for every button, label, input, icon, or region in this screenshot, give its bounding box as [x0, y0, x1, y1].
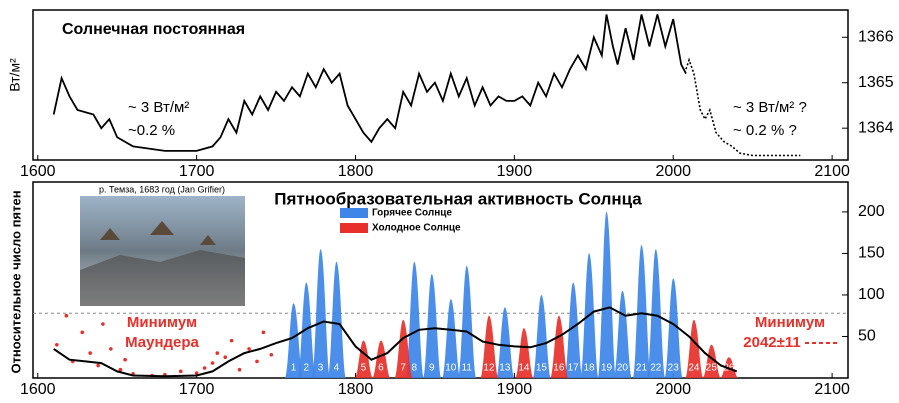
annotation: 2042±11 [743, 334, 800, 351]
x-tick-label: 1700 [179, 163, 215, 180]
annotation: ~ 0.2 % ? [733, 122, 797, 139]
top-y-label: Вт/м² [7, 58, 23, 92]
legend-label: Горячее Солнце [372, 208, 452, 219]
cycle-label: 23 [668, 363, 680, 374]
cycle-label: 16 [553, 363, 565, 374]
scatter-point [109, 347, 113, 351]
x-tick-label: 1800 [338, 381, 374, 398]
x-tick-label: 1700 [179, 381, 215, 398]
x-tick-label: 1800 [338, 163, 374, 180]
y-tick-label: 50 [858, 328, 876, 345]
cycle-label: 15 [536, 363, 548, 374]
bottom-title: Пятнообразовательная активность Солнца [274, 189, 642, 208]
scatter-point [203, 366, 207, 370]
x-tick-label: 2000 [655, 163, 691, 180]
scatter-point [96, 364, 100, 368]
cycle-label: 14 [518, 363, 530, 374]
cycle-label: 8 [412, 363, 418, 374]
cycle-label: 22 [650, 363, 662, 374]
scatter-point [238, 368, 242, 372]
annotation: ~ 3 Вт/м² ? [733, 99, 807, 116]
cycle-label: 5 [361, 363, 367, 374]
image-caption: р. Темза, 1683 год (Jan Grifier) [99, 184, 225, 194]
cycle-label: 3 [318, 363, 324, 374]
cycle-label: 24 [688, 363, 700, 374]
y-tick-label: 1365 [858, 74, 894, 91]
y-tick-label: 200 [858, 203, 885, 220]
top-title: Солнечная постоянная [62, 21, 245, 38]
scatter-point [211, 361, 215, 365]
painting [80, 196, 245, 306]
y-tick-label: 100 [858, 286, 885, 303]
scatter-point [101, 322, 105, 326]
legend-swatch [340, 223, 368, 233]
cycle-peak [328, 262, 346, 378]
cycle-label: 13 [499, 363, 511, 374]
scatter-point [262, 331, 266, 335]
cycle-label: 17 [568, 363, 580, 374]
x-tick-label: 2100 [814, 163, 850, 180]
scatter-point [247, 347, 251, 351]
x-tick-label: 1900 [497, 163, 533, 180]
chart: Солнечная постоянная Вт/м² ~ 3 Вт/м² ~0.… [0, 0, 899, 403]
y-tick-label: 1366 [858, 28, 894, 45]
cycle-label: 1 [291, 363, 297, 374]
cycle-peak [598, 212, 616, 378]
cycle-peak [633, 245, 651, 378]
cycle-label: 9 [429, 363, 435, 374]
scatter-point [223, 355, 227, 359]
cycle-label: 12 [483, 363, 495, 374]
cycle-label: 18 [583, 363, 595, 374]
scatter-point [123, 358, 127, 362]
x-tick-label: 2000 [655, 381, 691, 398]
scatter-point [230, 339, 234, 343]
cycle-label: 10 [445, 363, 457, 374]
cycle-label: 19 [601, 363, 613, 374]
annotation: Минимум [127, 314, 197, 331]
x-tick-label: 1600 [20, 163, 56, 180]
x-tick-label: 1600 [20, 381, 56, 398]
annotation: Минимум [755, 314, 825, 331]
cycle-label: 21 [636, 363, 648, 374]
scatter-point [80, 331, 84, 335]
cycle-label: 7 [400, 363, 406, 374]
scatter-point [255, 360, 259, 364]
annotation: Маундера [125, 334, 199, 351]
cycle-label: 4 [334, 363, 340, 374]
cycle-label: 11 [462, 363, 473, 374]
scatter-point [179, 370, 183, 374]
annotation: ~ 3 Вт/м² [128, 99, 189, 116]
bottom-y-label: Относительное число пятен [8, 190, 23, 373]
cycle-label: 20 [617, 363, 629, 374]
scatter-point [55, 343, 59, 347]
cycle-label: 6 [378, 363, 384, 374]
cycle-label: 2 [303, 363, 309, 374]
x-tick-label: 2100 [814, 381, 850, 398]
scatter-point [88, 351, 92, 355]
cycle-peak [458, 266, 476, 378]
cycle-label: 25 [706, 363, 718, 374]
scatter-point [215, 351, 219, 355]
legend-label: Холодное Солнце [372, 223, 461, 234]
scatter-point [65, 314, 69, 318]
legend-swatch [340, 208, 368, 218]
y-tick-label: 150 [858, 245, 885, 262]
annotation: ~0.2 % [128, 122, 175, 139]
y-tick-label: 1364 [858, 119, 894, 136]
x-tick-label: 1900 [497, 381, 533, 398]
scatter-point [270, 353, 274, 357]
